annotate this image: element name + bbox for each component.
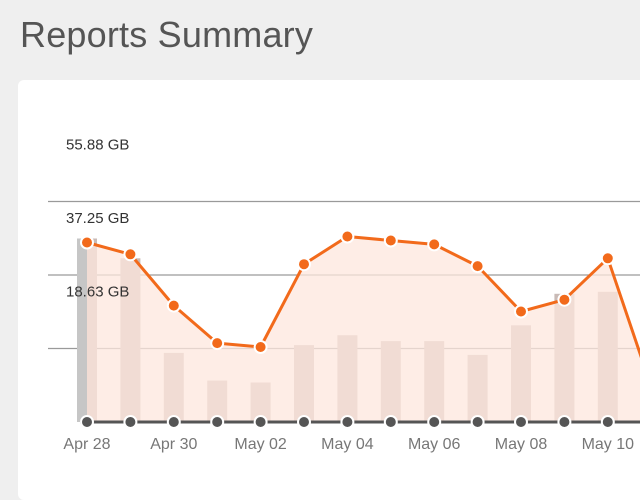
y-tick-label: 37.25 GB <box>66 210 129 227</box>
baseline-point <box>470 415 485 429</box>
line-point <box>80 235 94 250</box>
page-title: Reports Summary <box>20 14 314 55</box>
area-fill <box>87 236 640 422</box>
x-axis: Apr 28 Apr 30 May 02 May 04 May 06 May 08 May … <box>63 436 635 453</box>
x-tick-label: May 08 <box>495 436 548 453</box>
baseline-point <box>123 415 138 429</box>
line-point <box>427 237 442 252</box>
line-point <box>253 340 268 354</box>
line-point <box>340 229 355 244</box>
x-tick-label: May 10 <box>582 436 635 453</box>
y-tick-label: 18.63 GB <box>66 284 129 301</box>
baseline-point <box>383 415 398 429</box>
bar-highlight <box>77 238 87 422</box>
line-point <box>297 257 311 272</box>
baseline-point <box>600 415 615 429</box>
baseline-point <box>340 415 355 429</box>
x-tick-label: May 04 <box>321 436 374 453</box>
line-point <box>557 292 572 307</box>
baseline-point <box>557 415 572 429</box>
point-layer <box>80 229 615 429</box>
baseline-point <box>253 415 268 429</box>
line-point <box>600 251 615 266</box>
x-tick-label: Apr 30 <box>150 436 197 453</box>
line-point <box>470 259 485 274</box>
line-point <box>210 336 225 351</box>
line-point <box>514 304 528 319</box>
baseline-point <box>297 415 311 429</box>
baseline-point <box>514 415 528 429</box>
area-layer <box>87 236 640 422</box>
line-point <box>383 233 398 248</box>
line-point <box>123 247 138 262</box>
x-tick-label: May 06 <box>408 436 461 453</box>
x-tick-label: May 02 <box>234 436 287 453</box>
line-point <box>166 298 181 313</box>
x-tick-label: Apr 28 <box>63 436 110 453</box>
baseline-point <box>80 415 94 429</box>
y-tick-label: 55.88 GB <box>66 137 129 154</box>
baseline-point <box>166 415 181 429</box>
baseline-point <box>210 415 225 429</box>
baseline-point <box>427 415 442 429</box>
